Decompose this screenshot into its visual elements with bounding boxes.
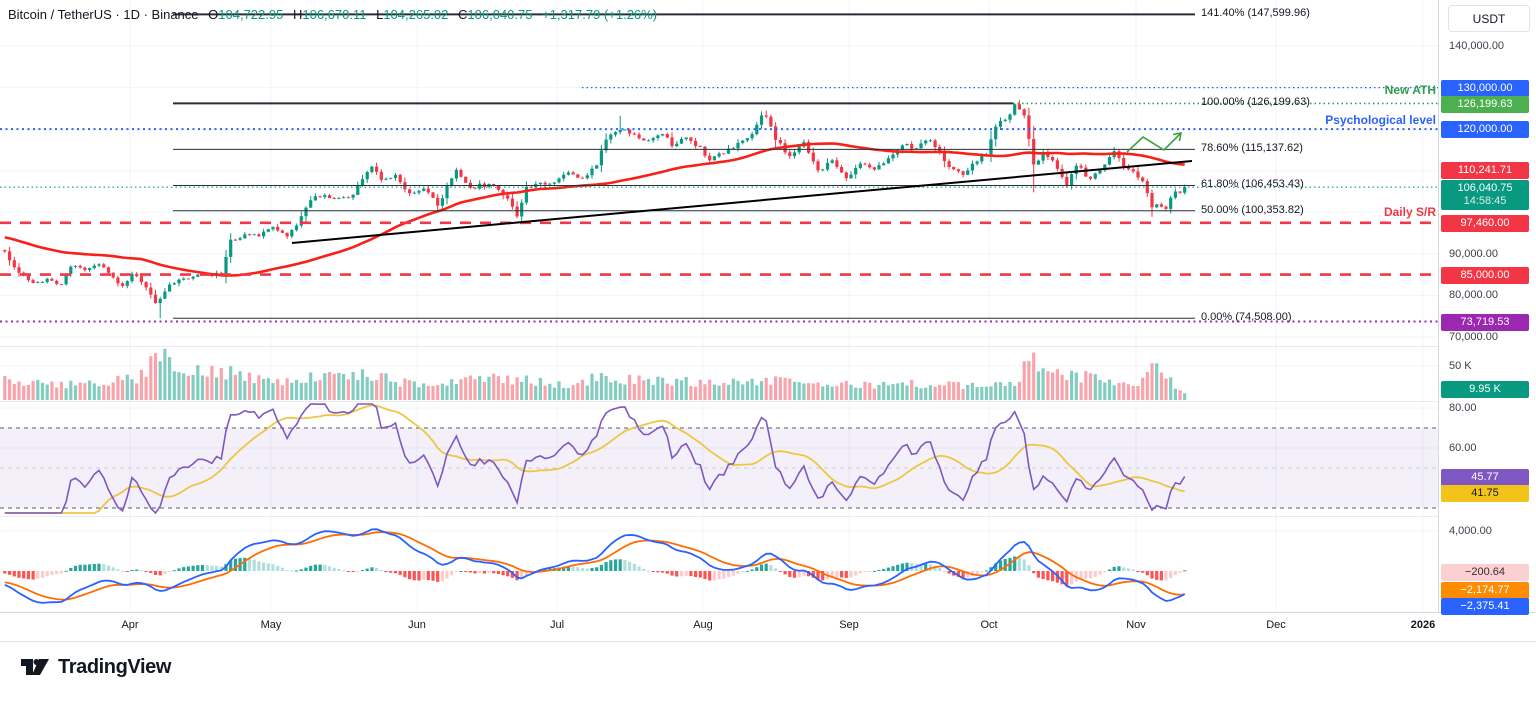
rsi-ma-line	[4, 404, 1185, 514]
tradingview-logo-icon	[21, 659, 49, 675]
macd-signal-line	[4, 531, 1185, 601]
candles	[3, 99, 1187, 319]
fib-0-price-badge: 73,719.53	[1441, 314, 1529, 331]
time-axis-label: Nov	[1126, 619, 1146, 631]
sr-97460-badge: 97,460.00	[1441, 215, 1529, 232]
pane-separator[interactable]	[0, 346, 1536, 347]
psychological-level-label[interactable]: Psychological level	[1325, 113, 1436, 127]
axis-price-label: 50 K	[1449, 360, 1472, 372]
rsi-band	[0, 427, 1438, 509]
axis-price-label: 80.00	[1449, 402, 1477, 414]
fib-level-label: 50.00% (100,353.82)	[1201, 204, 1304, 216]
time-axis-label: Jun	[408, 619, 426, 631]
symbol-header[interactable]: Bitcoin / TetherUS · 1D · Binance O104,7…	[8, 7, 657, 22]
daily-sr-label[interactable]: Daily S/R	[1383, 205, 1436, 219]
price-axis[interactable]: USDT 140,000.00 90,000.00 80,000.00 70,000.…	[1438, 0, 1536, 615]
axis-price-label: 60.00	[1449, 442, 1477, 454]
axis-price-label: 70,000.00	[1449, 331, 1498, 343]
last-price-badge: 106,040.75 14:58:45	[1441, 180, 1529, 210]
time-axis[interactable]: Apr May Jun Jul Aug Sep Oct Nov Dec 2026	[0, 612, 1536, 642]
time-axis-label: 2026	[1410, 619, 1436, 631]
time-axis-label: Dec	[1266, 619, 1286, 631]
fib-level-label: 100.00% (126,199.63)	[1201, 96, 1310, 108]
volume-bars	[3, 348, 1187, 400]
fib-level-label: 0.00% (74,508.00)	[1201, 311, 1292, 323]
time-axis-label: Apr	[121, 619, 139, 631]
new-ath-label[interactable]: New ATH	[1384, 83, 1436, 97]
macd-value-badge: −2,375.41	[1441, 598, 1529, 615]
high-label: H	[292, 7, 303, 22]
axis-price-label: 80,000.00	[1449, 289, 1498, 301]
axis-price-label: 140,000.00	[1449, 40, 1505, 52]
tradingview-logo-text: TradingView	[58, 656, 172, 678]
currency-toggle-button[interactable]: USDT	[1448, 5, 1530, 32]
close-value: 106,040.75	[467, 7, 533, 22]
fib-level-label: 141.40% (147,599.96)	[1201, 7, 1310, 19]
rsi-ma-value-badge: 41.75	[1441, 485, 1529, 502]
macd-signal-value-badge: −2,174.77	[1441, 582, 1529, 599]
trend-line	[291, 160, 1193, 244]
time-axis-label: Sep	[839, 619, 859, 631]
chart-canvas[interactable]	[0, 0, 1438, 612]
zigzag-arrow	[1126, 132, 1182, 153]
volume-value-badge: 9.95 K	[1441, 381, 1529, 398]
macd-line	[4, 528, 1186, 604]
high-value: 106,670.11	[302, 7, 367, 22]
change-value: +1,317.79 (+1.26%)	[542, 7, 658, 22]
sr-85000-badge: 85,000.00	[1441, 267, 1529, 284]
rsi-value-badge: 45.77	[1441, 469, 1529, 486]
ma-line	[4, 142, 1185, 277]
close-label: C	[458, 7, 468, 22]
time-axis-label: Oct	[980, 619, 998, 631]
rsi-line	[4, 403, 1186, 515]
tradingview-logo[interactable]: TradingView	[20, 656, 171, 679]
fib-level-label: 61.80% (106,453.43)	[1201, 178, 1304, 190]
low-value: 104,265.02	[383, 7, 449, 22]
ma-value-badge: 110,241.71	[1441, 162, 1529, 179]
time-axis-label: Aug	[693, 619, 713, 631]
time-axis-label: Jul	[549, 619, 565, 631]
level-130k-badge: 130,000.00	[1441, 80, 1529, 97]
fib-100-price-badge: 126,199.63	[1441, 96, 1529, 113]
pane-separator[interactable]	[0, 516, 1536, 517]
pane-separator[interactable]	[0, 401, 1536, 402]
low-label: L	[376, 7, 384, 22]
symbol-title[interactable]: Bitcoin / TetherUS · 1D · Binance	[8, 7, 199, 22]
macd-hist-value-badge: −200.64	[1441, 564, 1529, 581]
level-120k-badge: 120,000.00	[1441, 121, 1529, 138]
open-value: 104,722.95	[218, 7, 284, 22]
fib-level-label: 78.60% (115,137.62)	[1201, 142, 1303, 154]
time-axis-label: May	[260, 619, 282, 631]
open-label: O	[208, 7, 219, 22]
axis-price-label: 90,000.00	[1449, 248, 1498, 260]
axis-price-label: 4,000.00	[1449, 525, 1492, 537]
